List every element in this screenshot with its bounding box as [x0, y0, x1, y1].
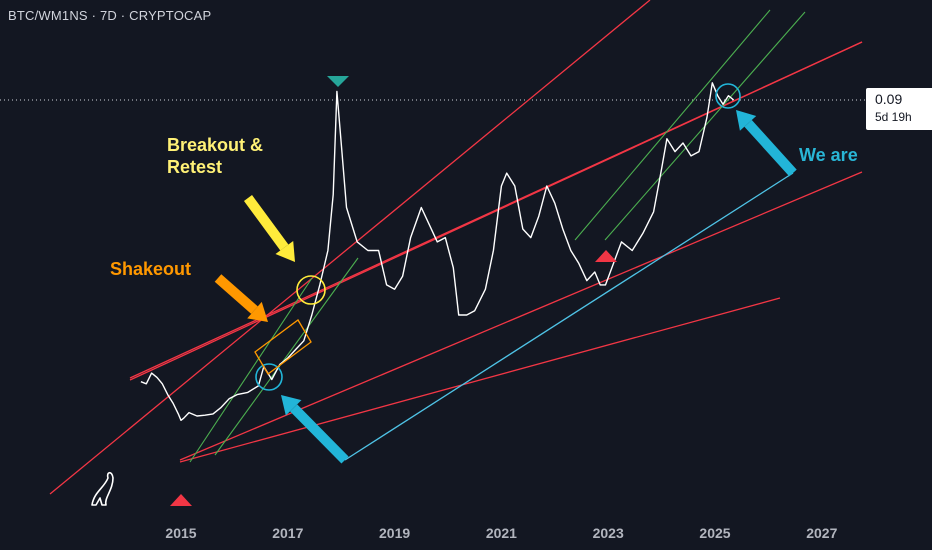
triangle-up-icon [170, 494, 192, 506]
triangle-up-icon [595, 250, 617, 262]
arrow-icon [736, 110, 757, 131]
channel-lines [0, 0, 866, 495]
cyan-trend-line [344, 172, 794, 461]
red-channel-line-0 [49, 0, 651, 495]
arrow-icon [281, 395, 302, 416]
arrow-icon-shaft [214, 274, 258, 314]
red-channel-line-3 [179, 297, 781, 463]
arrow-icon [247, 301, 268, 322]
arrow-icon-shaft [744, 119, 797, 177]
shakeout-annotation: Shakeout [110, 259, 192, 279]
annotations-layer [91, 76, 797, 506]
price-line [140, 82, 735, 421]
arrow-icon-shaft [243, 195, 289, 251]
green-channel-line-0 [189, 277, 313, 463]
shakeout-box [254, 319, 312, 375]
breakout-line-2: Retest [167, 157, 223, 177]
circle-marker [255, 363, 283, 391]
we-are-annotation: We are [799, 145, 858, 165]
price-label[interactable]: 0.09 5d 19h [866, 88, 932, 130]
red-channel-line-4 [129, 41, 863, 381]
symbol-header[interactable]: BTC/WM1NS · 7D · CRYPTOCAP [8, 8, 212, 23]
price-series [140, 82, 735, 421]
circle-marker [296, 275, 326, 305]
circle-marker [715, 83, 741, 109]
x-axis: 2015 2017 2019 2021 2023 2025 2027 [165, 525, 837, 541]
price-value: 0.09 [875, 91, 903, 107]
red-channel-line-2 [179, 171, 863, 461]
x-tick-label: 2015 [165, 525, 196, 541]
x-tick-label: 2021 [486, 525, 517, 541]
breakout-line-1: Breakout & [167, 135, 264, 155]
x-tick-label: 2023 [593, 525, 624, 541]
x-tick-label: 2017 [272, 525, 303, 541]
green-channel-line-2 [574, 9, 771, 241]
x-tick-label: 2027 [806, 525, 837, 541]
green-channel-line-1 [214, 257, 359, 456]
x-tick-label: 2025 [699, 525, 730, 541]
breakout-annotation: Breakout & Retest [167, 134, 263, 178]
dino-logo-icon [91, 471, 114, 506]
bar-countdown: 5d 19h [875, 110, 912, 124]
arrow-icon [275, 240, 295, 262]
triangle-down-icon [327, 76, 349, 87]
arrow-icon-shaft [290, 404, 349, 464]
x-tick-label: 2019 [379, 525, 410, 541]
